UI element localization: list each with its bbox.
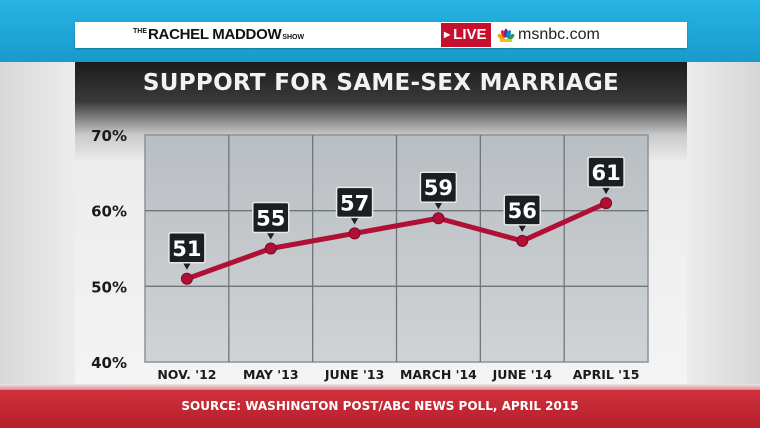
y-tick-label: 40%: [91, 354, 127, 372]
play-icon: ▶: [444, 30, 451, 39]
peacock-icon: [497, 28, 515, 42]
data-label-box: [503, 194, 541, 226]
data-label: 55: [252, 201, 290, 240]
data-point: [516, 234, 529, 247]
data-label: 59: [419, 171, 458, 210]
data-label: 56: [503, 194, 541, 232]
data-label-text: 56: [508, 199, 537, 223]
x-tick-label: APRIL '15: [573, 367, 640, 382]
data-label-box: [168, 232, 206, 264]
data-label-text: 57: [340, 191, 369, 215]
data-label-text: 55: [256, 207, 285, 231]
left-wall: [0, 62, 75, 392]
show-suffix: SHOW: [282, 34, 305, 41]
data-label-text: 61: [591, 161, 620, 185]
x-tick-label: MAY '13: [243, 367, 299, 382]
network-logo: msnbc.com: [497, 25, 600, 45]
data-label-pointer: [182, 262, 191, 270]
show-name: RACHEL MADDOW: [148, 26, 282, 43]
data-label-pointer: [266, 232, 275, 240]
data-label-pointer: [434, 202, 443, 210]
data-label-box: [587, 156, 625, 188]
x-tick-label: MARCH '14: [400, 367, 477, 382]
data-point: [432, 212, 445, 225]
network-name: msnbc.com: [518, 26, 600, 43]
series-line: [184, 200, 609, 282]
data-point: [348, 227, 361, 240]
x-tick-label: NOV. '12: [157, 367, 216, 382]
source-note: SOURCE: WASHINGTON POST/ABC NEWS POLL, A…: [181, 399, 579, 413]
show-logo: THERACHEL MADDOWSHOW: [133, 26, 304, 46]
data-label: 57: [335, 186, 374, 225]
y-tick-label: 60%: [91, 203, 127, 221]
data-label-text: 59: [424, 176, 453, 200]
data-label-pointer: [518, 224, 527, 232]
data-label-pointer: [350, 217, 359, 225]
data-label-box: [335, 186, 374, 219]
x-tick-label: JUNE '14: [492, 367, 553, 382]
y-tick-label: 50%: [91, 278, 127, 296]
footer-band: [0, 390, 760, 428]
footer-edge: [0, 384, 760, 394]
show-prefix: THE: [133, 28, 147, 35]
right-wall: [687, 62, 760, 392]
data-label-text: 51: [172, 237, 201, 261]
y-tick-label: 70%: [91, 127, 127, 145]
live-label: LIVE: [453, 26, 487, 43]
data-point: [264, 242, 277, 255]
live-badge: ▶ LIVE: [441, 23, 491, 47]
show-header-bar: THERACHEL MADDOWSHOW ▶ LIVE msnbc.com: [75, 22, 687, 48]
data-point: [600, 197, 613, 210]
data-label-box: [252, 201, 290, 234]
data-label: 51: [168, 232, 206, 270]
x-tick-label: JUNE '13: [324, 367, 384, 382]
data-label: 61: [587, 156, 625, 195]
data-label-box: [419, 171, 458, 203]
chart-title: SUPPORT FOR SAME-SEX MARRIAGE: [142, 70, 620, 96]
data-point: [180, 272, 193, 285]
data-label-pointer: [602, 187, 611, 195]
